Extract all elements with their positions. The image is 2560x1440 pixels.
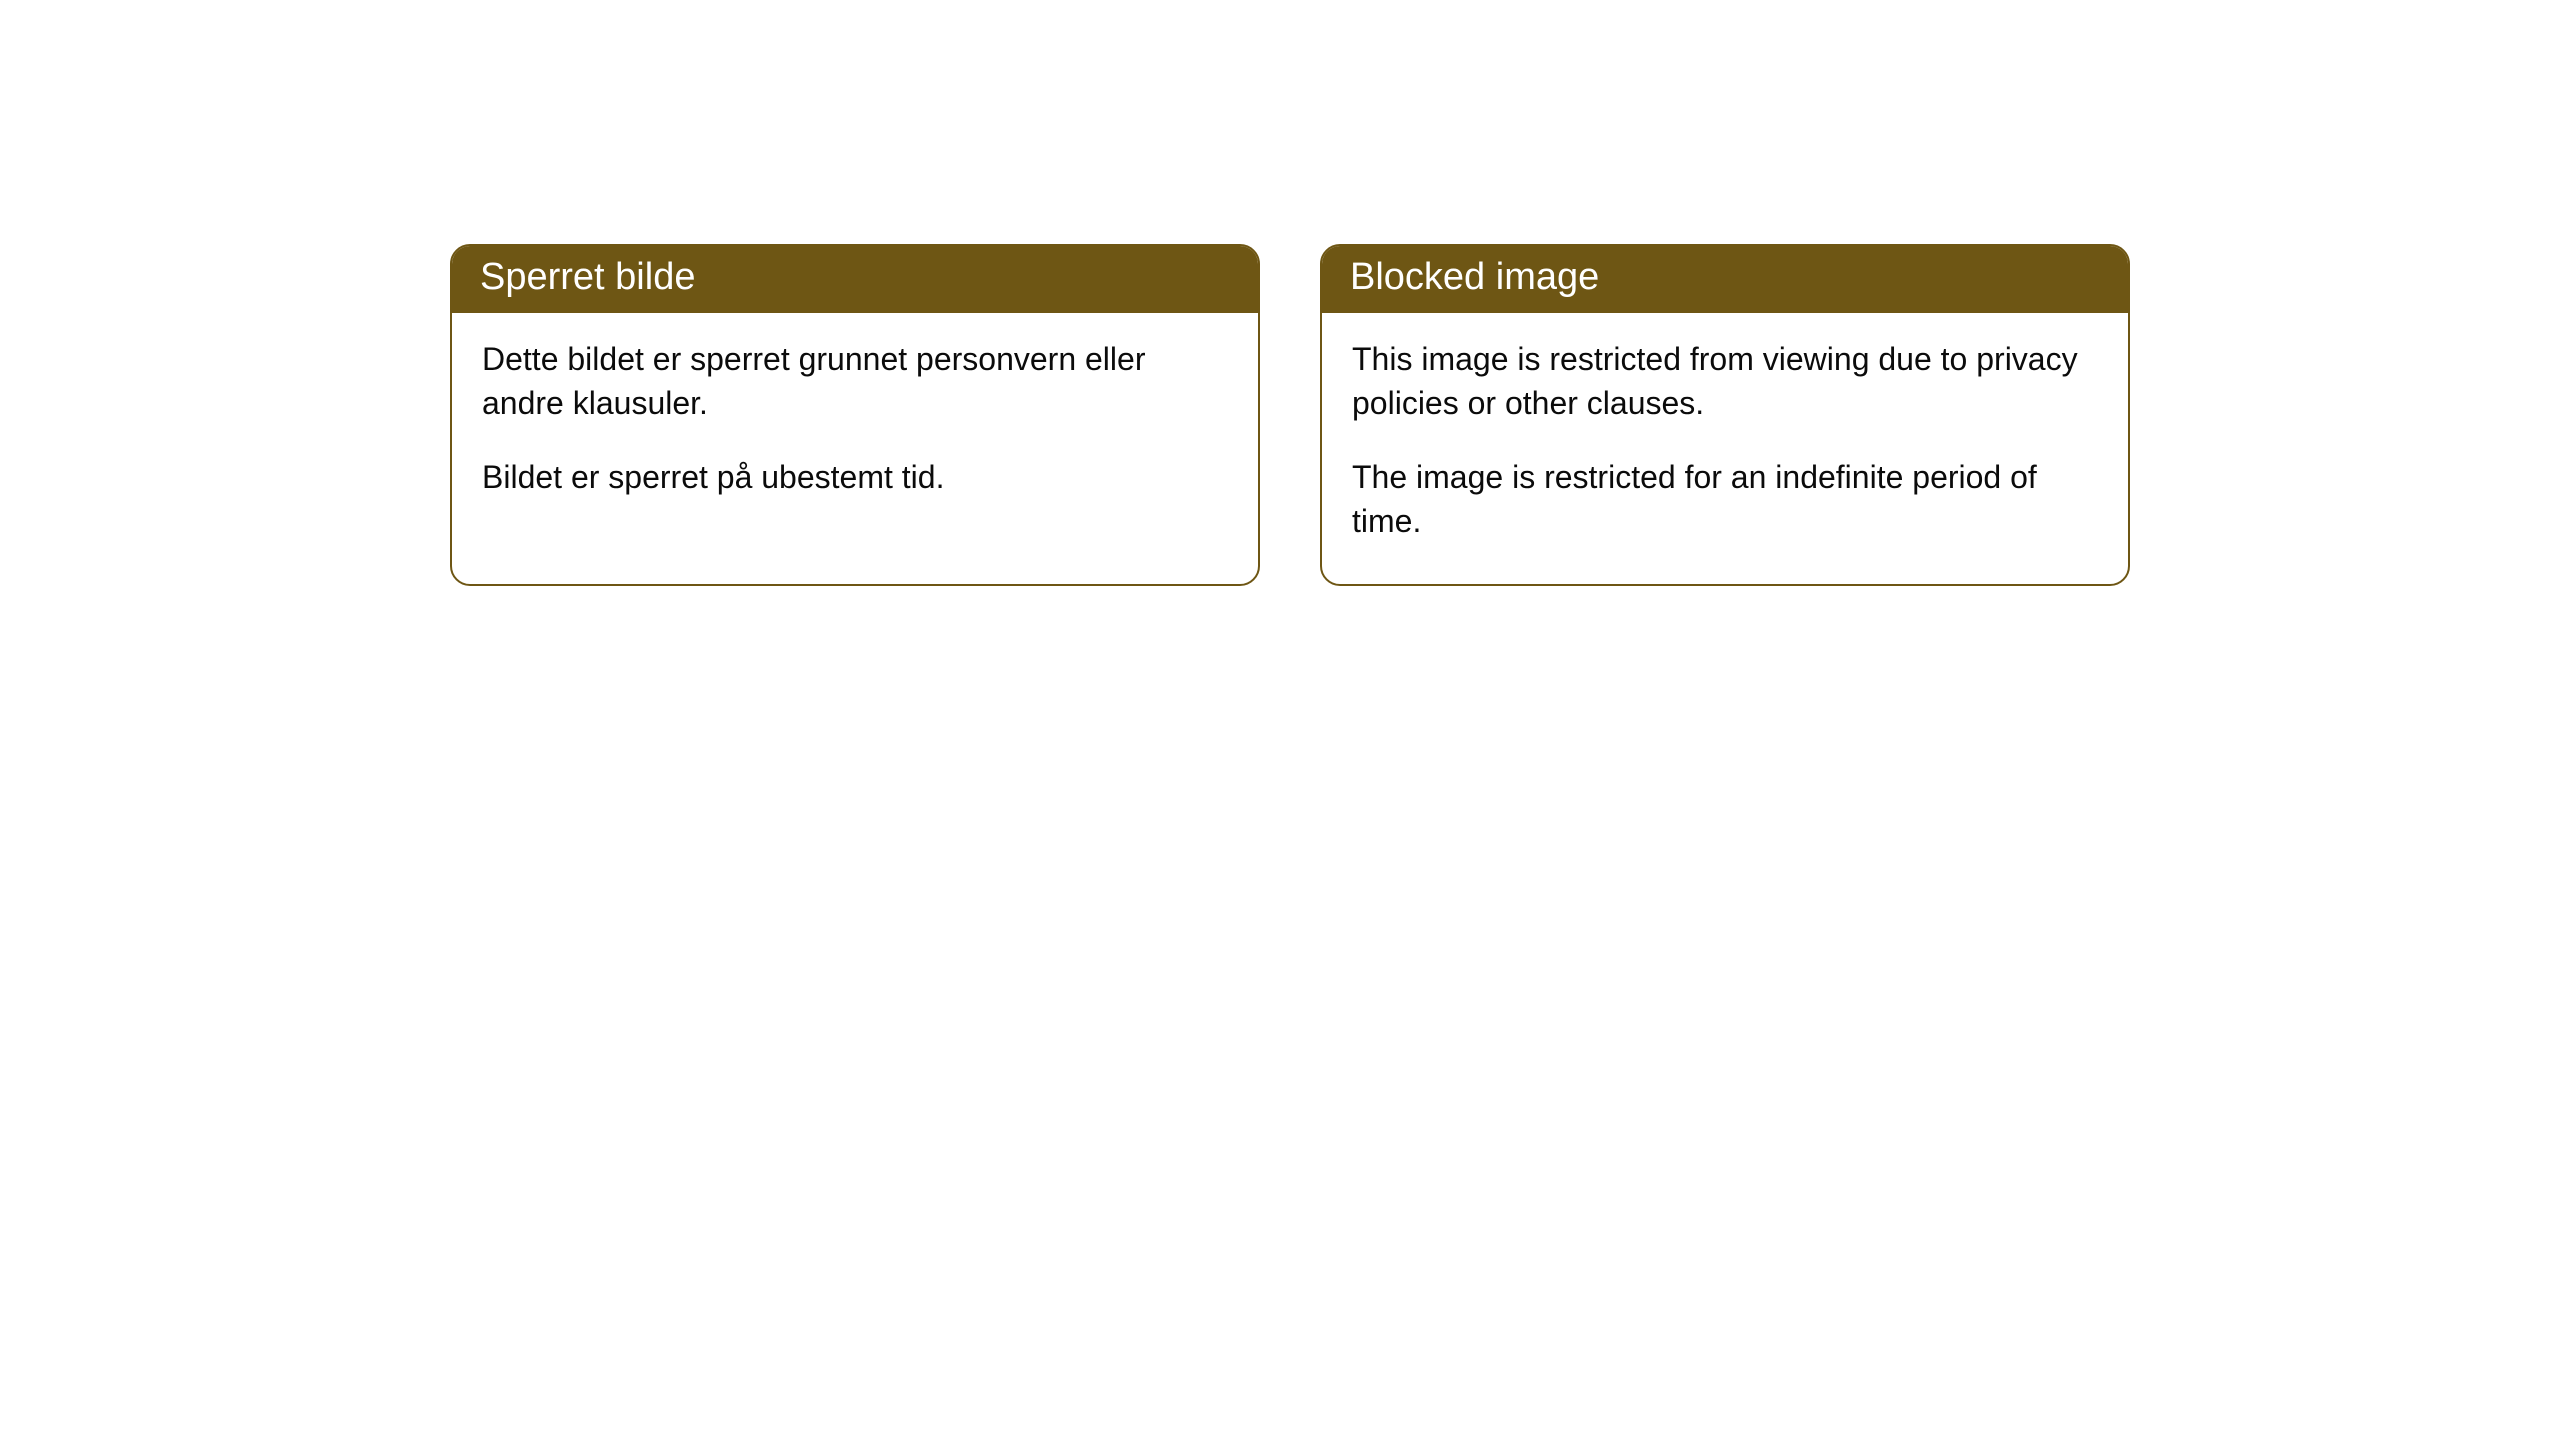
blocked-image-card-english: Blocked image This image is restricted f… [1320, 244, 2130, 586]
card-header: Blocked image [1322, 246, 2128, 313]
card-paragraph: Bildet er sperret på ubestemt tid. [482, 455, 1228, 499]
blocked-image-card-norwegian: Sperret bilde Dette bildet er sperret gr… [450, 244, 1260, 586]
card-paragraph: This image is restricted from viewing du… [1352, 337, 2098, 425]
card-body: Dette bildet er sperret grunnet personve… [452, 313, 1258, 539]
card-paragraph: Dette bildet er sperret grunnet personve… [482, 337, 1228, 425]
card-paragraph: The image is restricted for an indefinit… [1352, 455, 2098, 543]
card-header: Sperret bilde [452, 246, 1258, 313]
card-body: This image is restricted from viewing du… [1322, 313, 2128, 584]
cards-container: Sperret bilde Dette bildet er sperret gr… [0, 0, 2560, 586]
